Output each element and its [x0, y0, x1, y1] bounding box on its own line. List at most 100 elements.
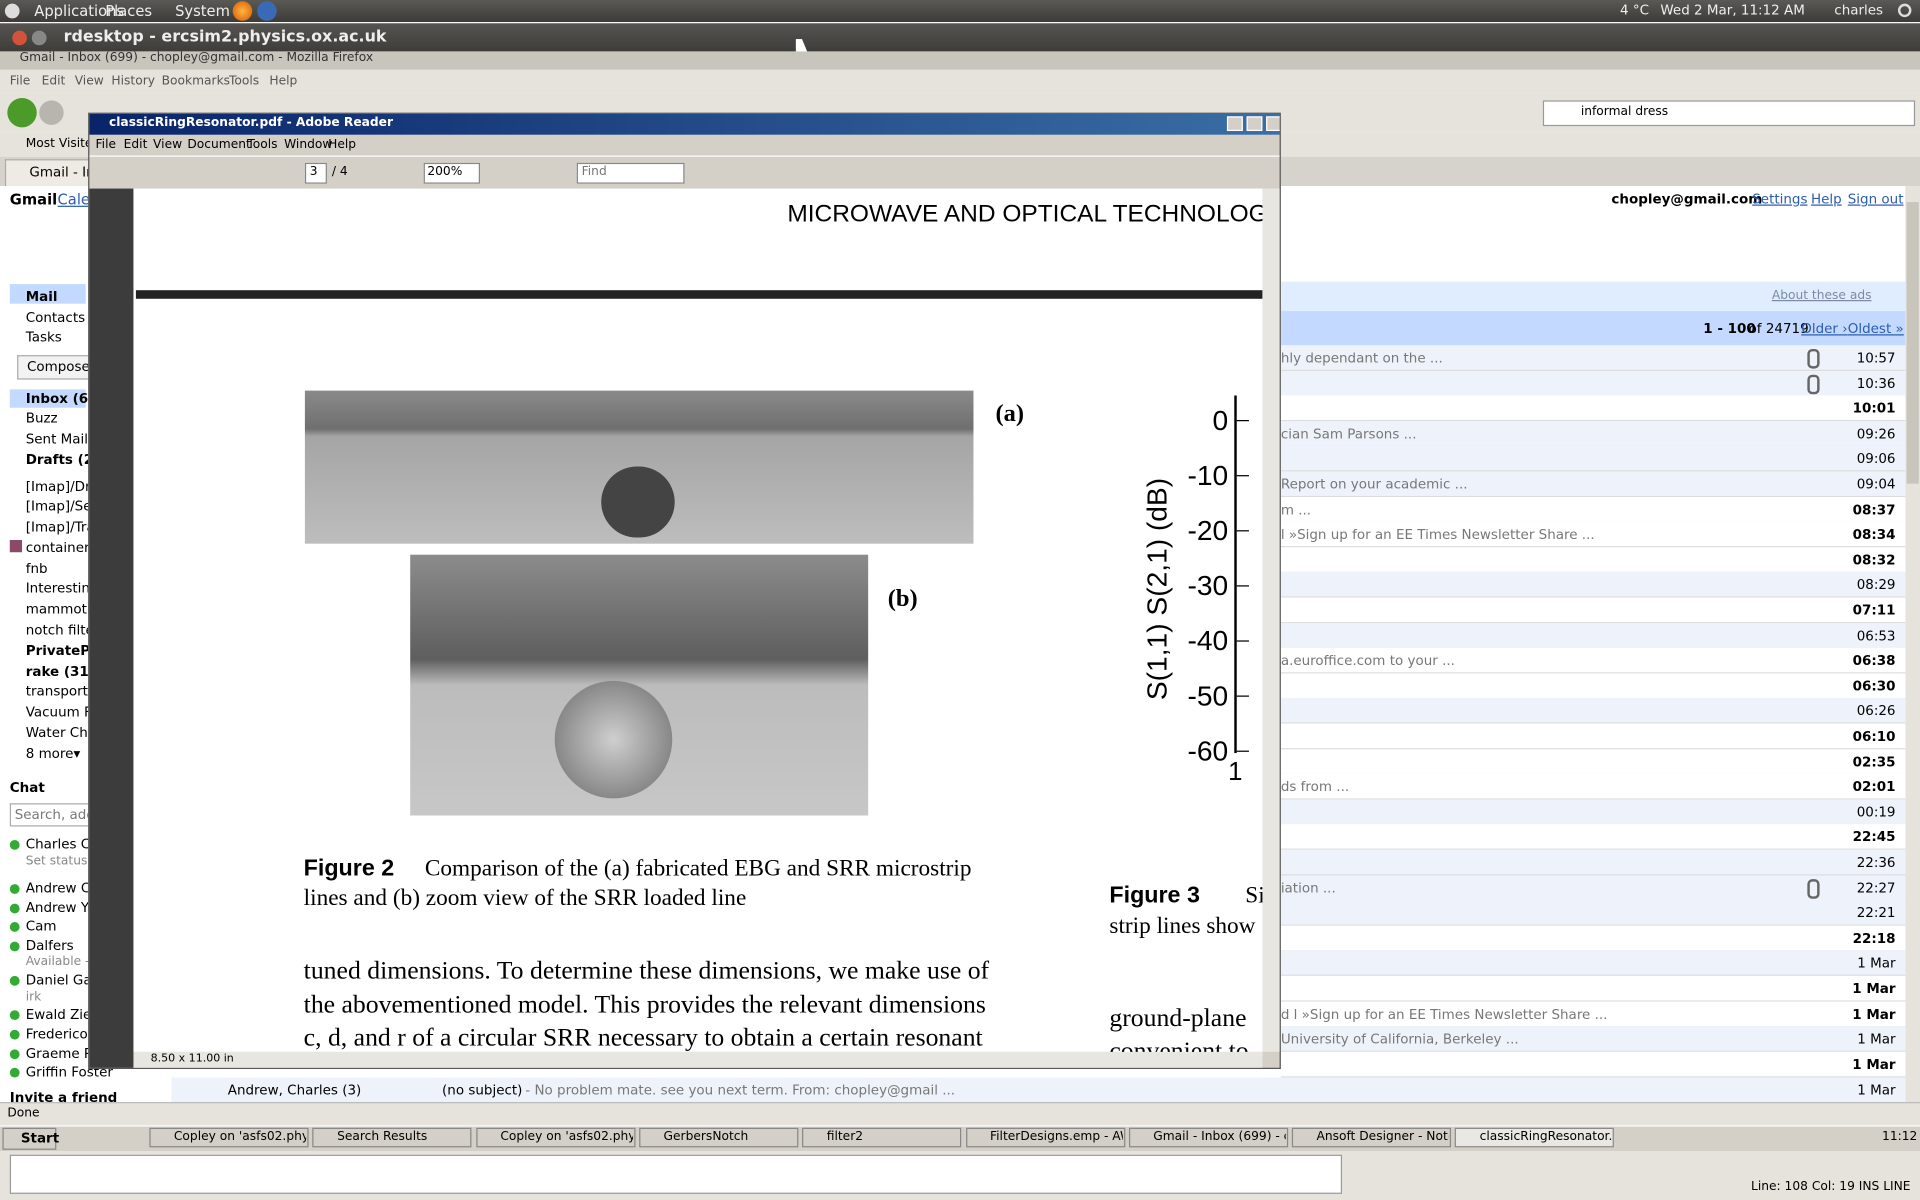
task-button[interactable] — [475, 1127, 636, 1148]
firefox-menu[interactable]: Help — [269, 74, 298, 89]
panel-menu[interactable]: Applications — [34, 2, 125, 20]
email-row[interactable]: University of California, Berkeley ... 1 … — [1280, 1026, 1906, 1053]
task-label[interactable]: classicRingResonator... — [1479, 1130, 1612, 1144]
contact[interactable]: Graeme R — [25, 1045, 94, 1062]
email-row[interactable]: hly dependant on the ... 10:57 — [1280, 345, 1906, 372]
task-button[interactable] — [965, 1127, 1125, 1148]
label-link[interactable]: Water Chi — [25, 724, 92, 741]
email-row[interactable]: 06:53 — [1280, 622, 1906, 649]
label-link[interactable]: [Imap]/Dra — [25, 478, 99, 495]
task-button[interactable] — [802, 1127, 962, 1148]
bookmark[interactable]: Most Visited — [25, 137, 101, 151]
email-row[interactable]: cian Sam Parsons ... 09:26 — [1280, 420, 1906, 447]
email-row[interactable]: 00:19 — [1280, 799, 1906, 826]
firefox-menu[interactable]: Edit — [41, 74, 66, 89]
task-button[interactable] — [1455, 1127, 1615, 1148]
email-row[interactable]: l »Sign up for an EE Times Newsletter Sh… — [1280, 521, 1906, 548]
firefox-menu[interactable]: File — [9, 74, 31, 89]
email-row[interactable]: m ... 08:37 — [1280, 496, 1906, 523]
label-link[interactable]: 8 more▾ — [25, 745, 81, 762]
email-row[interactable]: 08:32 — [1280, 547, 1906, 573]
compose-button[interactable] — [17, 355, 91, 380]
oldest-link[interactable]: Oldest » — [1847, 320, 1904, 337]
label-link[interactable]: rake (31) — [25, 663, 95, 680]
label-link[interactable]: transport — [25, 683, 88, 700]
firefox-menu[interactable]: Bookmarks — [161, 74, 231, 89]
window-button[interactable] — [1246, 116, 1263, 132]
panel-menu[interactable]: System — [175, 2, 230, 20]
contact[interactable]: Dalfers — [25, 937, 74, 954]
email-row[interactable]: 07:11 — [1280, 597, 1906, 624]
power-icon[interactable] — [1897, 3, 1912, 18]
email-row[interactable]: 22:36 — [1280, 849, 1906, 876]
forward-button[interactable] — [39, 100, 64, 125]
contact[interactable]: Ewald Ziet — [25, 1006, 97, 1023]
contact[interactable]: Charles Co — [25, 836, 99, 853]
task-label[interactable]: GerbersNotch — [663, 1130, 749, 1144]
close-button[interactable] — [12, 30, 27, 46]
account-link[interactable]: Sign out — [1847, 191, 1904, 207]
firefox-menu[interactable]: View — [74, 74, 104, 89]
label-link[interactable]: Interesting — [25, 580, 99, 597]
task-button[interactable] — [312, 1127, 472, 1148]
label-link[interactable]: fnb — [25, 560, 48, 577]
reader-menu[interactable]: Document — [187, 138, 251, 152]
user-name[interactable]: charles — [1834, 2, 1884, 19]
contact[interactable]: Andrew Cr — [25, 880, 96, 897]
nav-link[interactable]: Tasks — [25, 329, 62, 346]
contact[interactable]: Frederico — [25, 1026, 88, 1043]
email-row[interactable]: 22:18 — [1280, 925, 1906, 952]
reader-menu[interactable]: Help — [328, 138, 357, 152]
label-link[interactable]: Drafts (20 — [25, 451, 103, 468]
label-link[interactable]: Vacuum F — [25, 704, 92, 720]
window-button[interactable] — [1226, 116, 1243, 132]
task-label[interactable]: Copley on 'asfs02.physic... — [500, 1130, 632, 1144]
task-label[interactable]: Gmail - Inbox (699) - cho... — [1153, 1130, 1285, 1144]
task-label[interactable]: Ansoft Designer - Notch... — [1316, 1130, 1448, 1144]
label-link[interactable]: Buzz — [25, 410, 58, 427]
search-box[interactable] — [1542, 100, 1916, 127]
task-button[interactable] — [1128, 1127, 1288, 1148]
email-row[interactable]: 06:30 — [1280, 673, 1906, 699]
start-label[interactable]: Start — [20, 1130, 60, 1147]
nav-link[interactable]: Contacts — [25, 309, 86, 326]
contact[interactable]: Daniel Gar — [25, 972, 98, 989]
panel-menu[interactable]: Places — [105, 2, 153, 20]
reader-menu[interactable]: Window — [284, 138, 333, 152]
task-label[interactable]: FilterDesigns.emp - AWR... — [990, 1130, 1122, 1144]
compose-label[interactable]: Compose — [26, 358, 90, 375]
email-row[interactable]: Andrew, Charles (3) (no subject) - No prob… — [171, 1077, 1906, 1104]
email-row[interactable]: a.euroffice.com to your ... 06:38 — [1280, 647, 1906, 674]
back-button[interactable] — [7, 97, 37, 128]
task-button[interactable] — [1291, 1127, 1452, 1148]
contact[interactable]: Cam — [25, 918, 57, 935]
reader-menu[interactable]: Edit — [123, 138, 148, 152]
email-row[interactable]: iation ... 22:27 — [1280, 875, 1906, 901]
ads-link[interactable]: About these ads — [1771, 288, 1872, 303]
email-row[interactable]: 02:35 — [1280, 748, 1906, 775]
label-link[interactable]: PrivatePr — [25, 642, 97, 659]
find-field[interactable] — [576, 162, 685, 184]
label-link[interactable]: notch filter — [25, 622, 100, 638]
email-row[interactable]: 1 Mar — [1280, 975, 1906, 1002]
gmail-link[interactable]: Gmail — [9, 191, 58, 209]
email-row[interactable]: Report on your academic ... 09:04 — [1280, 471, 1906, 498]
email-row[interactable]: ds from ... 02:01 — [1280, 774, 1906, 800]
label-link[interactable]: Inbox (69 — [25, 390, 98, 407]
email-row[interactable]: 22:45 — [1280, 824, 1906, 851]
page-field[interactable] — [304, 162, 327, 184]
email-row[interactable]: 10:01 — [1280, 395, 1906, 422]
contact[interactable]: Andrew Yo — [25, 900, 96, 916]
label-link[interactable]: mammoth — [25, 601, 96, 618]
reader-menu[interactable]: View — [153, 138, 183, 152]
menu-button[interactable] — [31, 30, 47, 46]
email-row[interactable]: 10:36 — [1280, 370, 1906, 397]
reader-menu[interactable]: File — [95, 138, 117, 152]
firefox-menu[interactable]: History — [111, 74, 155, 89]
email-row[interactable]: 09:06 — [1280, 446, 1906, 472]
older-link[interactable]: Older › — [1801, 320, 1848, 337]
firefox-launcher[interactable] — [232, 1, 253, 21]
label-link[interactable]: [Imap]/Ser — [25, 498, 98, 515]
email-row[interactable]: 1 Mar — [1280, 1051, 1906, 1078]
gmail-link[interactable]: Cale — [57, 191, 90, 209]
